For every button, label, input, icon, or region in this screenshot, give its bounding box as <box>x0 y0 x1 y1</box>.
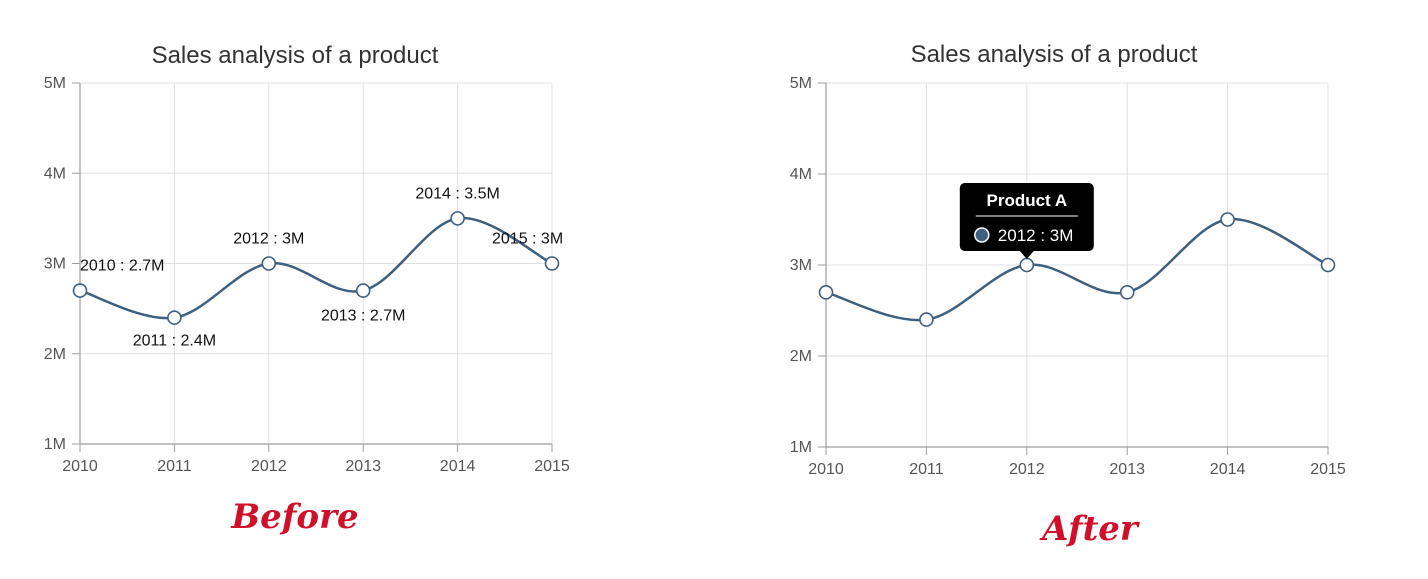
data-point <box>1220 212 1235 227</box>
x-tick-label: 2012 <box>1009 461 1045 478</box>
data-point <box>167 310 182 325</box>
series-line <box>825 218 1329 322</box>
x-tick-label: 2010 <box>62 458 98 475</box>
y-tick-label: 3M <box>44 256 66 273</box>
x-tick-label: 2013 <box>345 458 381 475</box>
x-tick-label: 2011 <box>157 458 192 475</box>
tooltip-text: 2012 : 3M <box>998 226 1074 245</box>
x-tick-label: 2014 <box>440 458 476 475</box>
y-tick-label: 4M <box>44 165 66 182</box>
series-line <box>79 216 553 320</box>
data-point <box>544 256 560 271</box>
y-tick-label: 2M <box>44 346 66 363</box>
data-point <box>355 283 371 298</box>
data-label: 2014 : 3.5M <box>415 185 500 202</box>
x-tick-label: 2015 <box>1310 461 1346 478</box>
y-tick-label: 3M <box>790 257 812 274</box>
y-tick-label: 5M <box>44 75 66 92</box>
y-tick-label: 4M <box>790 166 812 183</box>
chart-title: Sales analysis of a product <box>911 41 1198 68</box>
data-point <box>450 211 465 226</box>
data-label: 2012 : 3M <box>233 231 304 248</box>
y-tick-label: 1M <box>44 436 66 453</box>
data-point <box>818 284 834 300</box>
data-label: 2015 : 3M <box>492 231 563 248</box>
x-tick-label: 2010 <box>808 461 844 478</box>
chart-panel-before: Sales analysis of a product 1M 2M 3M 4M 5M 201… <box>44 42 570 537</box>
y-tick-label: 1M <box>790 439 812 456</box>
data-point <box>261 256 277 271</box>
chart-panel-after: Sales analysis of a product 1M 2M 3M 4M 5M 201… <box>790 41 1346 549</box>
tooltip-pointer <box>1019 251 1034 259</box>
data-label: 2010 : 2.7M <box>80 258 165 275</box>
panel-caption: After <box>1039 509 1140 549</box>
y-tick-label: 2M <box>790 348 812 365</box>
tooltip-marker <box>974 227 990 243</box>
x-tick-label: 2015 <box>534 458 570 475</box>
tooltip: Product A 2012 : 3M <box>959 183 1094 259</box>
data-point <box>72 283 88 298</box>
x-tick-label: 2011 <box>909 461 944 478</box>
data-label: 2011 : 2.4M <box>133 333 216 350</box>
x-tick-label: 2013 <box>1109 461 1145 478</box>
data-point <box>1320 257 1336 273</box>
data-point <box>1119 284 1135 300</box>
chart-title: Sales analysis of a product <box>152 42 439 69</box>
tooltip-box <box>959 183 1094 251</box>
data-point <box>1019 257 1035 273</box>
data-point <box>919 312 934 327</box>
x-tick-label: 2012 <box>251 458 287 475</box>
panel-caption: Before <box>230 497 358 537</box>
data-label: 2013 : 2.7M <box>321 308 406 325</box>
y-tick-label: 5M <box>790 75 812 92</box>
x-tick-label: 2014 <box>1210 461 1246 478</box>
tooltip-header: Product A <box>987 191 1068 210</box>
